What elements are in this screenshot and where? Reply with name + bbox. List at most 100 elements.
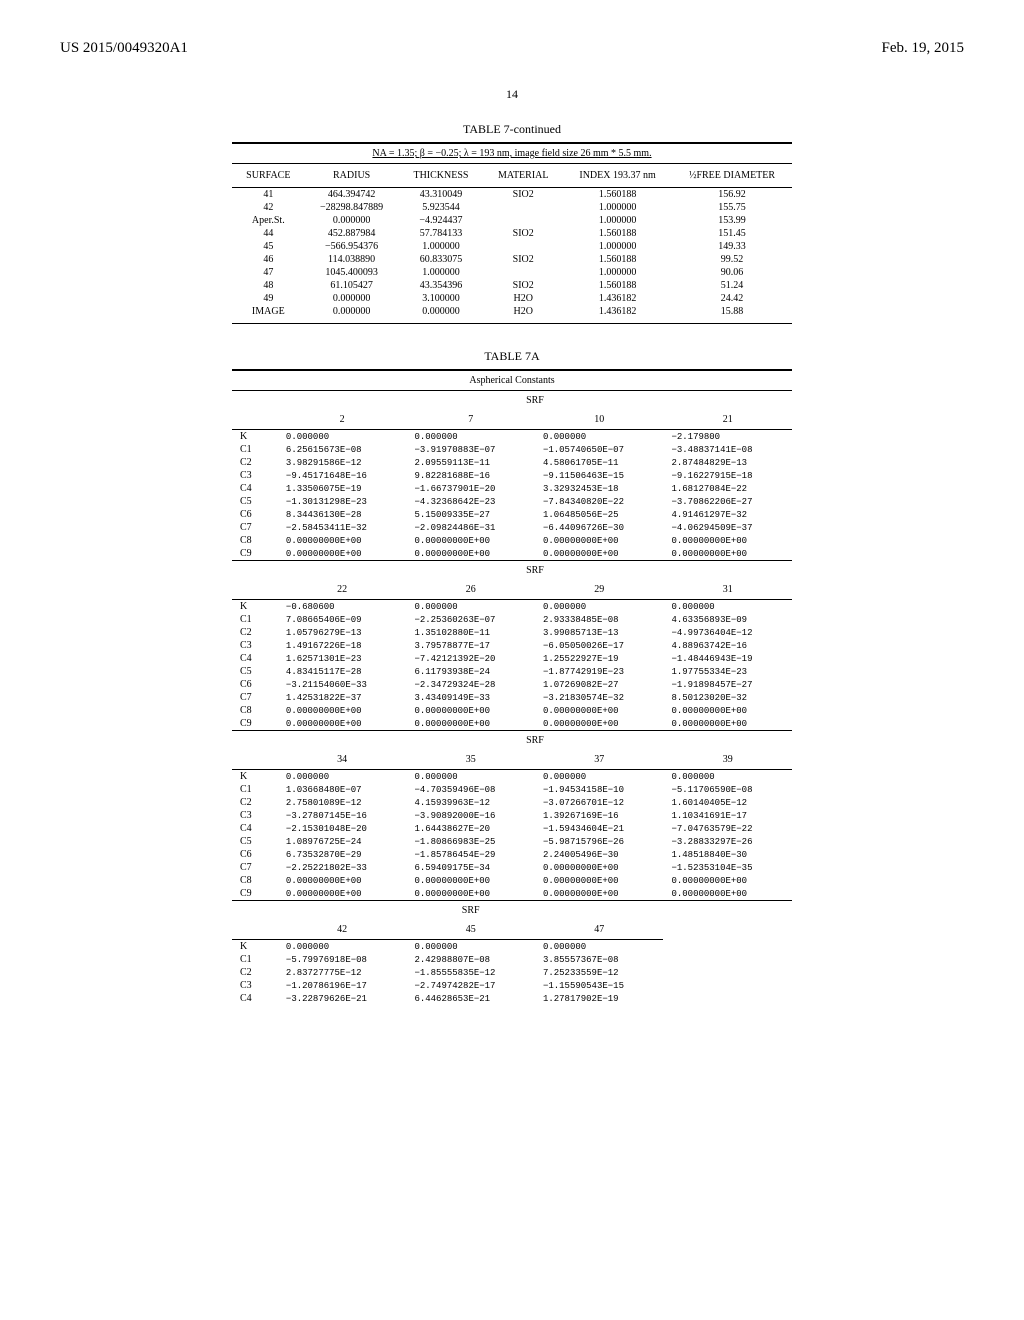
row-label bbox=[232, 920, 278, 940]
table-cell: 1.64438627E−20 bbox=[406, 822, 535, 835]
row-label: K bbox=[232, 430, 278, 444]
table-cell: 8.50123020E−32 bbox=[663, 691, 792, 704]
table-cell: 51.24 bbox=[672, 279, 792, 292]
row-label: C2 bbox=[232, 456, 278, 469]
table-cell: 1.42531822E−37 bbox=[278, 691, 407, 704]
table-row: 44452.88798457.784133SIO21.560188151.45 bbox=[232, 227, 792, 240]
table-cell: −5.11706590E−08 bbox=[663, 783, 792, 796]
table-cell: 0.000000 bbox=[278, 430, 407, 444]
table-cell: 2.24005496E−30 bbox=[535, 848, 664, 861]
table-row: C3−9.45171648E−169.82281688E−16−9.115064… bbox=[232, 469, 792, 482]
table-row: C16.25615673E−08−3.91970883E−07−1.057406… bbox=[232, 443, 792, 456]
table-cell: 0.00000000E+00 bbox=[278, 887, 407, 901]
col-header: 34 bbox=[278, 750, 407, 770]
table-cell: −3.21154060E−33 bbox=[278, 678, 407, 691]
table-cell: 1.08976725E−24 bbox=[278, 835, 407, 848]
table-cell: 4.63356893E−09 bbox=[663, 613, 792, 626]
row-label: C4 bbox=[232, 652, 278, 665]
col-header: 2 bbox=[278, 410, 407, 430]
col-material: MATERIAL bbox=[483, 164, 563, 188]
table-cell: 0.00000000E+00 bbox=[406, 887, 535, 901]
table-cell: −7.84340820E−22 bbox=[535, 495, 664, 508]
table-cell: 9.82281688E−16 bbox=[406, 469, 535, 482]
table-cell: −2.25360263E−07 bbox=[406, 613, 535, 626]
table-cell: 0.00000000E+00 bbox=[278, 874, 407, 887]
table-cell: −1.48446943E−19 bbox=[663, 652, 792, 665]
table-cell: Aper.St. bbox=[232, 214, 305, 227]
table-cell: 1.33506075E−19 bbox=[278, 482, 407, 495]
table-cell: 2.87484829E−13 bbox=[663, 456, 792, 469]
table-cell: 90.06 bbox=[672, 266, 792, 279]
col-header: 37 bbox=[535, 750, 664, 770]
row-label: C2 bbox=[232, 626, 278, 639]
table-7a-subtitle: Aspherical Constants bbox=[232, 370, 792, 391]
table-row: 41464.39474243.310049SIO21.560188156.92 bbox=[232, 188, 792, 202]
table-cell: 151.45 bbox=[672, 227, 792, 240]
col-header-row: 271021 bbox=[232, 410, 792, 430]
table-cell: −2.34729324E−28 bbox=[406, 678, 535, 691]
table-cell: −1.80866983E−25 bbox=[406, 835, 535, 848]
page-header: US 2015/0049320A1 Feb. 19, 2015 bbox=[60, 40, 964, 57]
table-row: C17.08665406E−09−2.25360263E−072.9333848… bbox=[232, 613, 792, 626]
table-cell: 0.000000 bbox=[406, 770, 535, 784]
table-cell: 155.75 bbox=[672, 201, 792, 214]
table-row: K0.0000000.0000000.000000−2.179800 bbox=[232, 430, 792, 444]
table-cell: −1.91898457E−27 bbox=[663, 678, 792, 691]
table-row: C4−2.15301048E−201.64438627E−20−1.594346… bbox=[232, 822, 792, 835]
col-header: 26 bbox=[406, 580, 535, 600]
table-cell bbox=[483, 201, 563, 214]
col-header-row: 424547 bbox=[232, 920, 792, 940]
table-7-header-row: SURFACE RADIUS THICKNESS MATERIAL INDEX … bbox=[232, 164, 792, 188]
col-header: 39 bbox=[663, 750, 792, 770]
table-cell: −5.79976918E−08 bbox=[278, 953, 407, 966]
table-cell: 6.73532870E−29 bbox=[278, 848, 407, 861]
table-cell: 7.08665406E−09 bbox=[278, 613, 407, 626]
table-cell: 0.00000000E+00 bbox=[535, 704, 664, 717]
row-label: C7 bbox=[232, 691, 278, 704]
table-cell: −6.44096726E−30 bbox=[535, 521, 664, 534]
table-cell: 149.33 bbox=[672, 240, 792, 253]
table-cell: 1.000000 bbox=[563, 240, 672, 253]
table-cell: −0.680600 bbox=[278, 600, 407, 614]
table-cell: 0.00000000E+00 bbox=[663, 534, 792, 547]
row-label: C6 bbox=[232, 848, 278, 861]
table-row: C66.73532870E−29−1.85786454E−292.2400549… bbox=[232, 848, 792, 861]
col-header: 7 bbox=[406, 410, 535, 430]
table-row: 490.0000003.100000H2O1.43618224.42 bbox=[232, 292, 792, 305]
table-cell: 0.000000 bbox=[535, 770, 664, 784]
table-cell: 60.833075 bbox=[399, 253, 484, 266]
row-label: C8 bbox=[232, 874, 278, 887]
table-row: C23.98291586E−122.09559113E−114.58061705… bbox=[232, 456, 792, 469]
row-label: C5 bbox=[232, 665, 278, 678]
table-cell: −3.91970883E−07 bbox=[406, 443, 535, 456]
table-cell: 3.85557367E−08 bbox=[535, 953, 664, 966]
table-cell: 24.42 bbox=[672, 292, 792, 305]
table-cell: 0.000000 bbox=[305, 292, 399, 305]
table-cell: −5.98715796E−26 bbox=[535, 835, 664, 848]
doc-date: Feb. 19, 2015 bbox=[882, 40, 965, 57]
table-cell: 0.00000000E+00 bbox=[278, 547, 407, 561]
table-cell: −4.924437 bbox=[399, 214, 484, 227]
table-cell: −2.179800 bbox=[663, 430, 792, 444]
row-label bbox=[232, 391, 278, 411]
col-radius: RADIUS bbox=[305, 164, 399, 188]
row-label: C4 bbox=[232, 822, 278, 835]
table-cell: 43.310049 bbox=[399, 188, 484, 202]
table-row: 46114.03889060.833075SIO21.56018899.52 bbox=[232, 253, 792, 266]
row-label: C9 bbox=[232, 717, 278, 731]
table-7a-title: TABLE 7A bbox=[60, 349, 964, 364]
table-row: C41.62571301E−23−7.42121392E−201.2552292… bbox=[232, 652, 792, 665]
table-cell: 1.000000 bbox=[399, 266, 484, 279]
table-cell: 0.000000 bbox=[535, 600, 664, 614]
table-cell: −6.05050026E−17 bbox=[535, 639, 664, 652]
table-cell: 0.000000 bbox=[305, 305, 399, 324]
table-row: 471045.4000931.0000001.00000090.06 bbox=[232, 266, 792, 279]
table-cell: −4.99736404E−12 bbox=[663, 626, 792, 639]
table-cell: 1.27817902E−19 bbox=[535, 992, 664, 1005]
table-cell: H2O bbox=[483, 305, 563, 324]
table-cell: 1.25522927E−19 bbox=[535, 652, 664, 665]
table-cell: 45 bbox=[232, 240, 305, 253]
row-label: K bbox=[232, 770, 278, 784]
table-cell: 46 bbox=[232, 253, 305, 266]
table-7-container: TABLE 7-continued NA = 1.35; β = −0.25; … bbox=[60, 122, 964, 324]
